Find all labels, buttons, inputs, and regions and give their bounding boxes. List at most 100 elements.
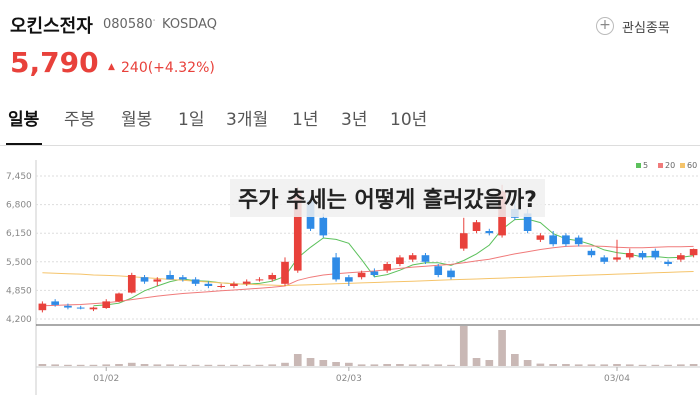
volume-bar [242, 364, 251, 366]
tab[interactable]: 1일 [178, 110, 205, 130]
candle-body [408, 255, 417, 260]
volume-bar [396, 364, 404, 366]
volume-bar [102, 364, 111, 366]
y-tick-label: 7,450 [6, 172, 32, 182]
divider [0, 145, 700, 146]
candle-body [217, 286, 225, 287]
candle-body [179, 277, 187, 280]
y-tick-label: 4,200 [6, 315, 32, 325]
volume-bar [485, 360, 494, 366]
volume-bar [166, 364, 174, 366]
volume-bar [523, 360, 532, 366]
candle-body [127, 275, 136, 293]
y-tick-label: 6,150 [6, 229, 32, 239]
candle-body [115, 293, 123, 302]
tab[interactable]: 월봉 [121, 110, 153, 130]
tab[interactable]: 3년 [341, 110, 368, 130]
volume-bar [408, 364, 417, 366]
candle-body [549, 235, 557, 245]
candle-body [102, 301, 111, 308]
volume-bar [153, 364, 162, 366]
volume-bar [115, 364, 123, 366]
volume-bar [370, 364, 379, 366]
volume-bar [268, 364, 277, 366]
tab[interactable]: 일봉 [8, 110, 40, 130]
volume-bar [421, 364, 430, 366]
y-tick-label: 5,500 [6, 258, 32, 268]
candle-body [664, 261, 672, 264]
candle-body [625, 253, 634, 258]
candle-body [485, 231, 494, 234]
legend-label: 60 [687, 161, 697, 170]
tab[interactable]: 주봉 [64, 110, 96, 130]
volume-bar [600, 364, 609, 366]
volume-bar [38, 364, 47, 366]
volume-bar [191, 364, 200, 366]
volume-bar [293, 354, 302, 366]
volume-bar [574, 364, 583, 366]
volume-bar [179, 364, 187, 366]
volume-bar [549, 364, 557, 366]
candle-body [651, 250, 660, 258]
volume-bar [89, 364, 98, 366]
x-tick-label: 02/03 [336, 374, 362, 384]
candle-body [677, 255, 685, 260]
candle-body [536, 235, 545, 240]
volume-bar [64, 364, 72, 366]
ma-line [42, 245, 694, 307]
volume-bar [664, 364, 672, 366]
candle-body [89, 307, 98, 310]
candle-body [562, 235, 570, 245]
tab[interactable]: 1년 [292, 110, 319, 130]
candle-body [38, 303, 47, 311]
candle-body [383, 264, 391, 271]
volume-bar [511, 354, 519, 366]
volume-bar [51, 364, 59, 366]
add-icon[interactable]: + [596, 17, 614, 35]
caption: 주가 추세는 어떻게 흘러갔을까? [230, 179, 545, 217]
volume-bar [140, 364, 149, 366]
candle-body [421, 255, 430, 262]
y-tick-label: 4,850 [6, 286, 32, 296]
candle-body [523, 213, 532, 231]
candle-body [638, 253, 647, 258]
legend-label: 20 [665, 161, 675, 170]
volume-bar [357, 364, 366, 366]
legend-swatch [636, 163, 641, 168]
candle-body [396, 257, 404, 264]
volume-bar [127, 362, 136, 366]
volume-bar [689, 364, 698, 366]
volume-bar [281, 362, 289, 366]
volume-bar [625, 364, 634, 366]
ma-line [42, 271, 694, 287]
candle-body [64, 305, 72, 308]
volume-bar [434, 364, 443, 366]
legend-swatch [680, 163, 685, 168]
tab[interactable]: 10년 [390, 110, 428, 130]
dot: · [152, 14, 157, 29]
volume-bar [587, 364, 596, 366]
candle-body [472, 222, 481, 231]
volume-bar [498, 330, 506, 366]
candle-body [600, 257, 609, 262]
candle-body [230, 283, 238, 286]
candle-body [587, 250, 596, 256]
candle-body [76, 307, 85, 309]
watch-button[interactable]: 관심종목 [622, 21, 670, 36]
price: 5,790 [10, 46, 99, 79]
candle-body [345, 277, 353, 282]
candle-body [332, 257, 340, 280]
volume-bar [255, 364, 264, 366]
candle-body [204, 283, 213, 286]
volume-bar [472, 358, 481, 366]
volume-bar [613, 364, 621, 366]
volume-bar [217, 364, 225, 366]
candle-body [459, 233, 468, 249]
volume-bar [562, 364, 570, 366]
candle-body [293, 191, 302, 271]
candle-body [242, 281, 251, 284]
legend-swatch [658, 163, 663, 168]
volume-bar [332, 362, 340, 366]
tab[interactable]: 3개월 [226, 110, 269, 130]
